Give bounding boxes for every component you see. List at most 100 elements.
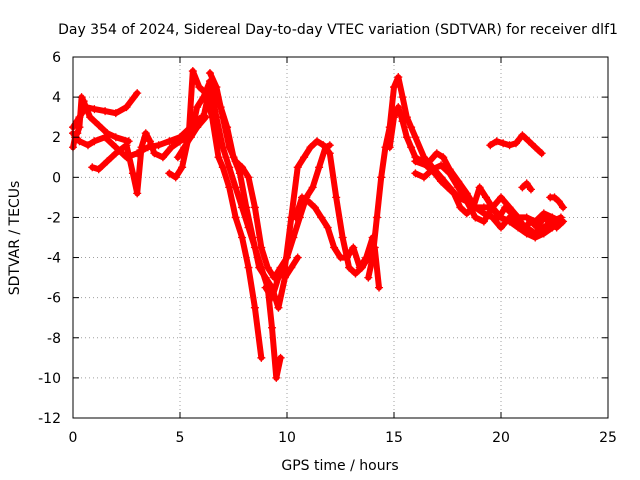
data-point-marker [261, 283, 270, 292]
data-point-marker [94, 165, 103, 174]
y-tick-label: -8 [47, 331, 61, 347]
data-point-marker [432, 149, 441, 158]
data-point-marker [257, 353, 266, 362]
data-point-marker [231, 157, 240, 166]
data-point-marker [345, 263, 354, 272]
data-point-marker [355, 263, 364, 272]
data-point-marker [445, 169, 454, 178]
x-tick-label: 15 [385, 430, 403, 446]
data-point-marker [83, 141, 92, 150]
data-point-marker [180, 143, 189, 152]
y-tick-label: 6 [52, 50, 61, 66]
data-point-marker [146, 137, 155, 146]
data-point-marker [304, 197, 313, 206]
data-point-marker [293, 163, 302, 172]
data-point-marker [128, 169, 137, 178]
data-point-marker [437, 161, 446, 170]
y-tick-label: 0 [52, 170, 61, 186]
data-point-marker [238, 163, 247, 172]
data-point-marker [351, 269, 360, 278]
data-point-marker [90, 105, 99, 114]
data-point-marker [86, 113, 95, 122]
data-point-marker [274, 273, 283, 282]
x-tick-label: 0 [69, 430, 78, 446]
data-point-marker [372, 213, 381, 222]
data-point-marker [291, 213, 300, 222]
data-point-marker [499, 139, 508, 148]
data-point-marker [497, 193, 505, 202]
data-point-marker [137, 143, 146, 152]
series-trace-7 [187, 84, 301, 311]
data-point-marker [315, 163, 324, 172]
data-point-marker [385, 143, 394, 152]
data-point-marker [522, 213, 531, 222]
data-point-marker [552, 223, 561, 232]
data-point-marker [522, 223, 531, 232]
data-point-marker [511, 139, 520, 148]
data-point-marker [81, 103, 90, 112]
data-point-marker [312, 137, 321, 146]
x-tick-label: 5 [176, 430, 185, 446]
data-point-marker [300, 153, 309, 162]
data-point-marker [330, 243, 339, 252]
data-point-marker [173, 153, 182, 162]
data-point-marker [526, 185, 535, 194]
data-point-marker [297, 193, 306, 202]
data-point-marker [268, 293, 277, 302]
data-point-marker [505, 203, 514, 212]
data-point-marker [244, 173, 253, 182]
data-point-marker [492, 137, 501, 146]
data-point-marker [390, 113, 398, 122]
chart-title: Day 354 of 2024, Sidereal Day-to-day VTE… [58, 22, 618, 38]
data-point-marker [364, 273, 373, 282]
data-point-marker [332, 193, 341, 202]
data-point-marker [90, 137, 99, 146]
data-point-marker [272, 373, 281, 382]
data-point-marker [122, 141, 131, 150]
data-point-marker [323, 223, 332, 232]
data-point-marker [94, 121, 103, 130]
data-point-marker [449, 189, 458, 198]
x-tick-label: 25 [599, 430, 617, 446]
data-point-marker [482, 193, 491, 202]
data-point-marker [559, 203, 568, 212]
data-point-marker [150, 149, 159, 158]
data-point-marker [317, 213, 326, 222]
data-point-marker [141, 129, 150, 138]
data-point-marker [338, 233, 347, 242]
data-point-marker [488, 203, 497, 212]
data-point-marker [193, 103, 202, 112]
tick-layer: 0 5 10 15 20 25 -12 -10 -8 -6 -4 -2 0 2 4 6 [38, 50, 617, 446]
data-point-marker [514, 213, 523, 222]
series-layer [69, 67, 568, 382]
data-point-marker [554, 197, 563, 206]
y-tick-label: -6 [47, 291, 61, 307]
data-point-marker [255, 263, 264, 272]
y-tick-label: -10 [38, 371, 61, 387]
data-point-marker [342, 253, 351, 262]
data-point-marker [257, 243, 266, 252]
data-point-marker [250, 203, 259, 212]
data-point-marker [319, 141, 328, 150]
data-point-marker [497, 223, 505, 232]
data-point-marker [437, 177, 446, 186]
y-tick-label: 4 [52, 90, 61, 106]
data-point-marker [407, 123, 416, 132]
data-point-marker [238, 233, 247, 242]
data-point-marker [248, 233, 257, 242]
data-point-marker [531, 229, 540, 238]
data-point-marker [193, 123, 202, 132]
data-point-marker [306, 143, 315, 152]
data-point-marker [165, 137, 174, 146]
data-point-marker [263, 263, 272, 272]
data-point-marker [518, 183, 527, 192]
data-point-marker [486, 141, 495, 150]
data-point-marker [411, 157, 420, 166]
data-point-marker [479, 217, 488, 226]
y-tick-label: -2 [47, 210, 61, 226]
data-point-marker [411, 133, 420, 142]
data-point-marker [518, 131, 527, 140]
data-point-marker [231, 183, 240, 192]
data-point-marker [276, 353, 285, 362]
data-point-marker [462, 197, 471, 206]
